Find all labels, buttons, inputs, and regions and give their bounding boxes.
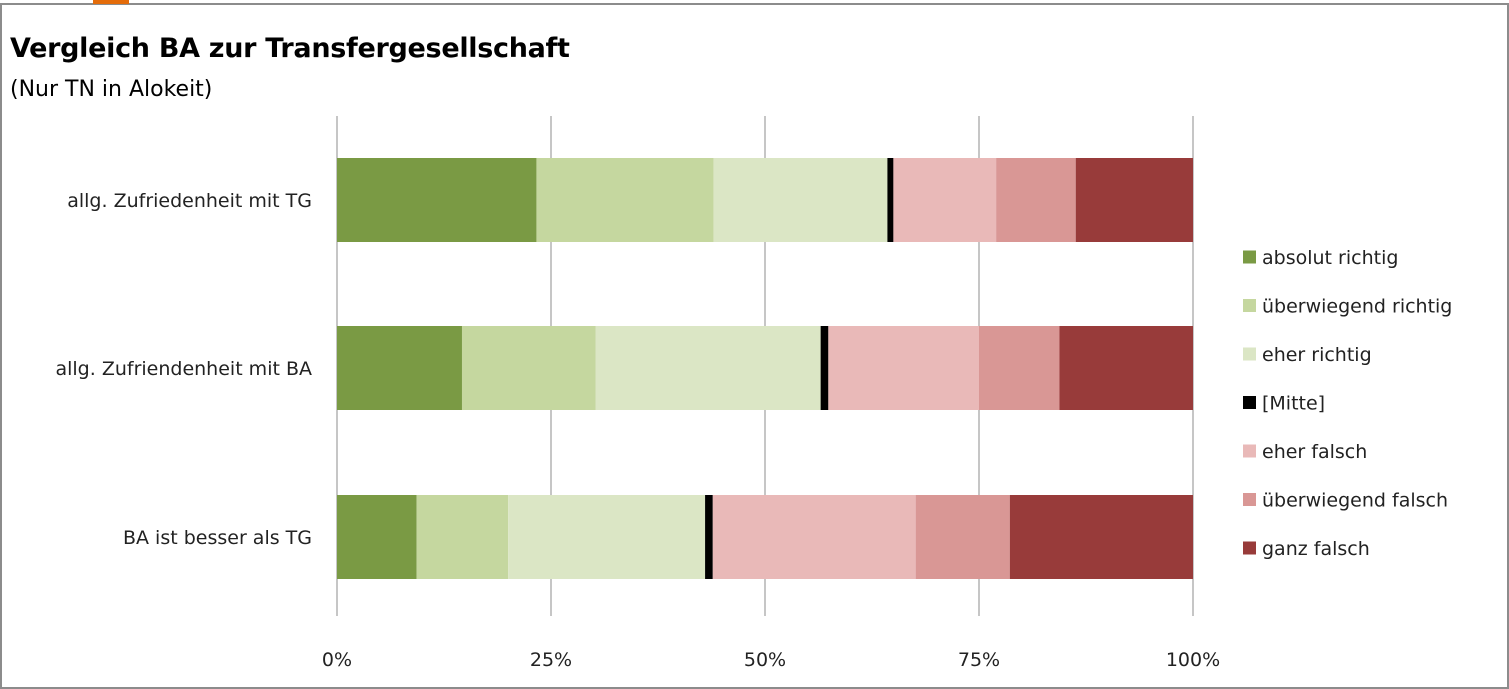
x-tick-label: 50% [744,649,786,671]
bar-segment [337,326,462,410]
category-labels: allg. Zufriedenheit mit TG allg. Zufriend… [55,190,312,549]
legend-label: überwiegend falsch [1262,490,1448,512]
category-label: allg. Zufriendenheit mit BA [55,358,312,380]
bar-segment [828,326,979,410]
accent-bar [93,0,129,4]
bar-segment [713,158,888,242]
legend-label: ganz falsch [1262,538,1370,560]
x-tick-label: 0% [322,649,352,671]
bar-segment [461,326,596,410]
legend-swatch [1243,250,1256,264]
bar-segment [820,326,829,410]
legend-label: eher richtig [1262,344,1372,366]
bar-segment [508,495,706,579]
legend-label: überwiegend richtig [1262,296,1452,318]
chart-subtitle: (Nur TN in Alokeit) [10,77,213,102]
bar-segment [915,495,1010,579]
x-tick-label: 75% [958,649,1000,671]
legend-label: [Mitte] [1262,393,1325,415]
legend-swatch [1243,396,1256,409]
chart-title: Vergleich BA zur Transfergesellschaft [10,33,570,64]
bar-segment [979,326,1060,410]
bar-segment [1075,158,1193,242]
bar-segment [536,158,714,242]
legend-swatch [1243,444,1256,458]
bar-segment [337,495,417,579]
bar-segment [595,326,821,410]
bar-segment [893,158,997,242]
x-tick-label: 100% [1166,649,1220,671]
bar-segment [712,495,916,579]
legend-swatch [1243,493,1256,506]
legend-swatch [1243,541,1256,555]
legend-label: eher falsch [1262,441,1367,463]
category-label: BA ist besser als TG [123,527,312,549]
bar-segment [887,158,894,242]
bar-segment [1009,495,1193,579]
legend-label: absolut richtig [1262,247,1398,269]
bars [337,158,1193,579]
legend-swatch [1243,299,1256,312]
legend: absolut richtig überwiegend richtig eher r… [1243,247,1452,560]
category-label: allg. Zufriedenheit mit TG [67,190,312,212]
x-tick-label: 25% [530,649,572,671]
bar-segment [416,495,509,579]
bar-segment [996,158,1076,242]
legend-swatch [1243,347,1256,361]
x-tick-labels: 0% 25% 50% 75% 100% [322,649,1220,671]
bar-segment [337,158,537,242]
bar-segment [705,495,713,579]
bar-segment [1059,326,1193,410]
